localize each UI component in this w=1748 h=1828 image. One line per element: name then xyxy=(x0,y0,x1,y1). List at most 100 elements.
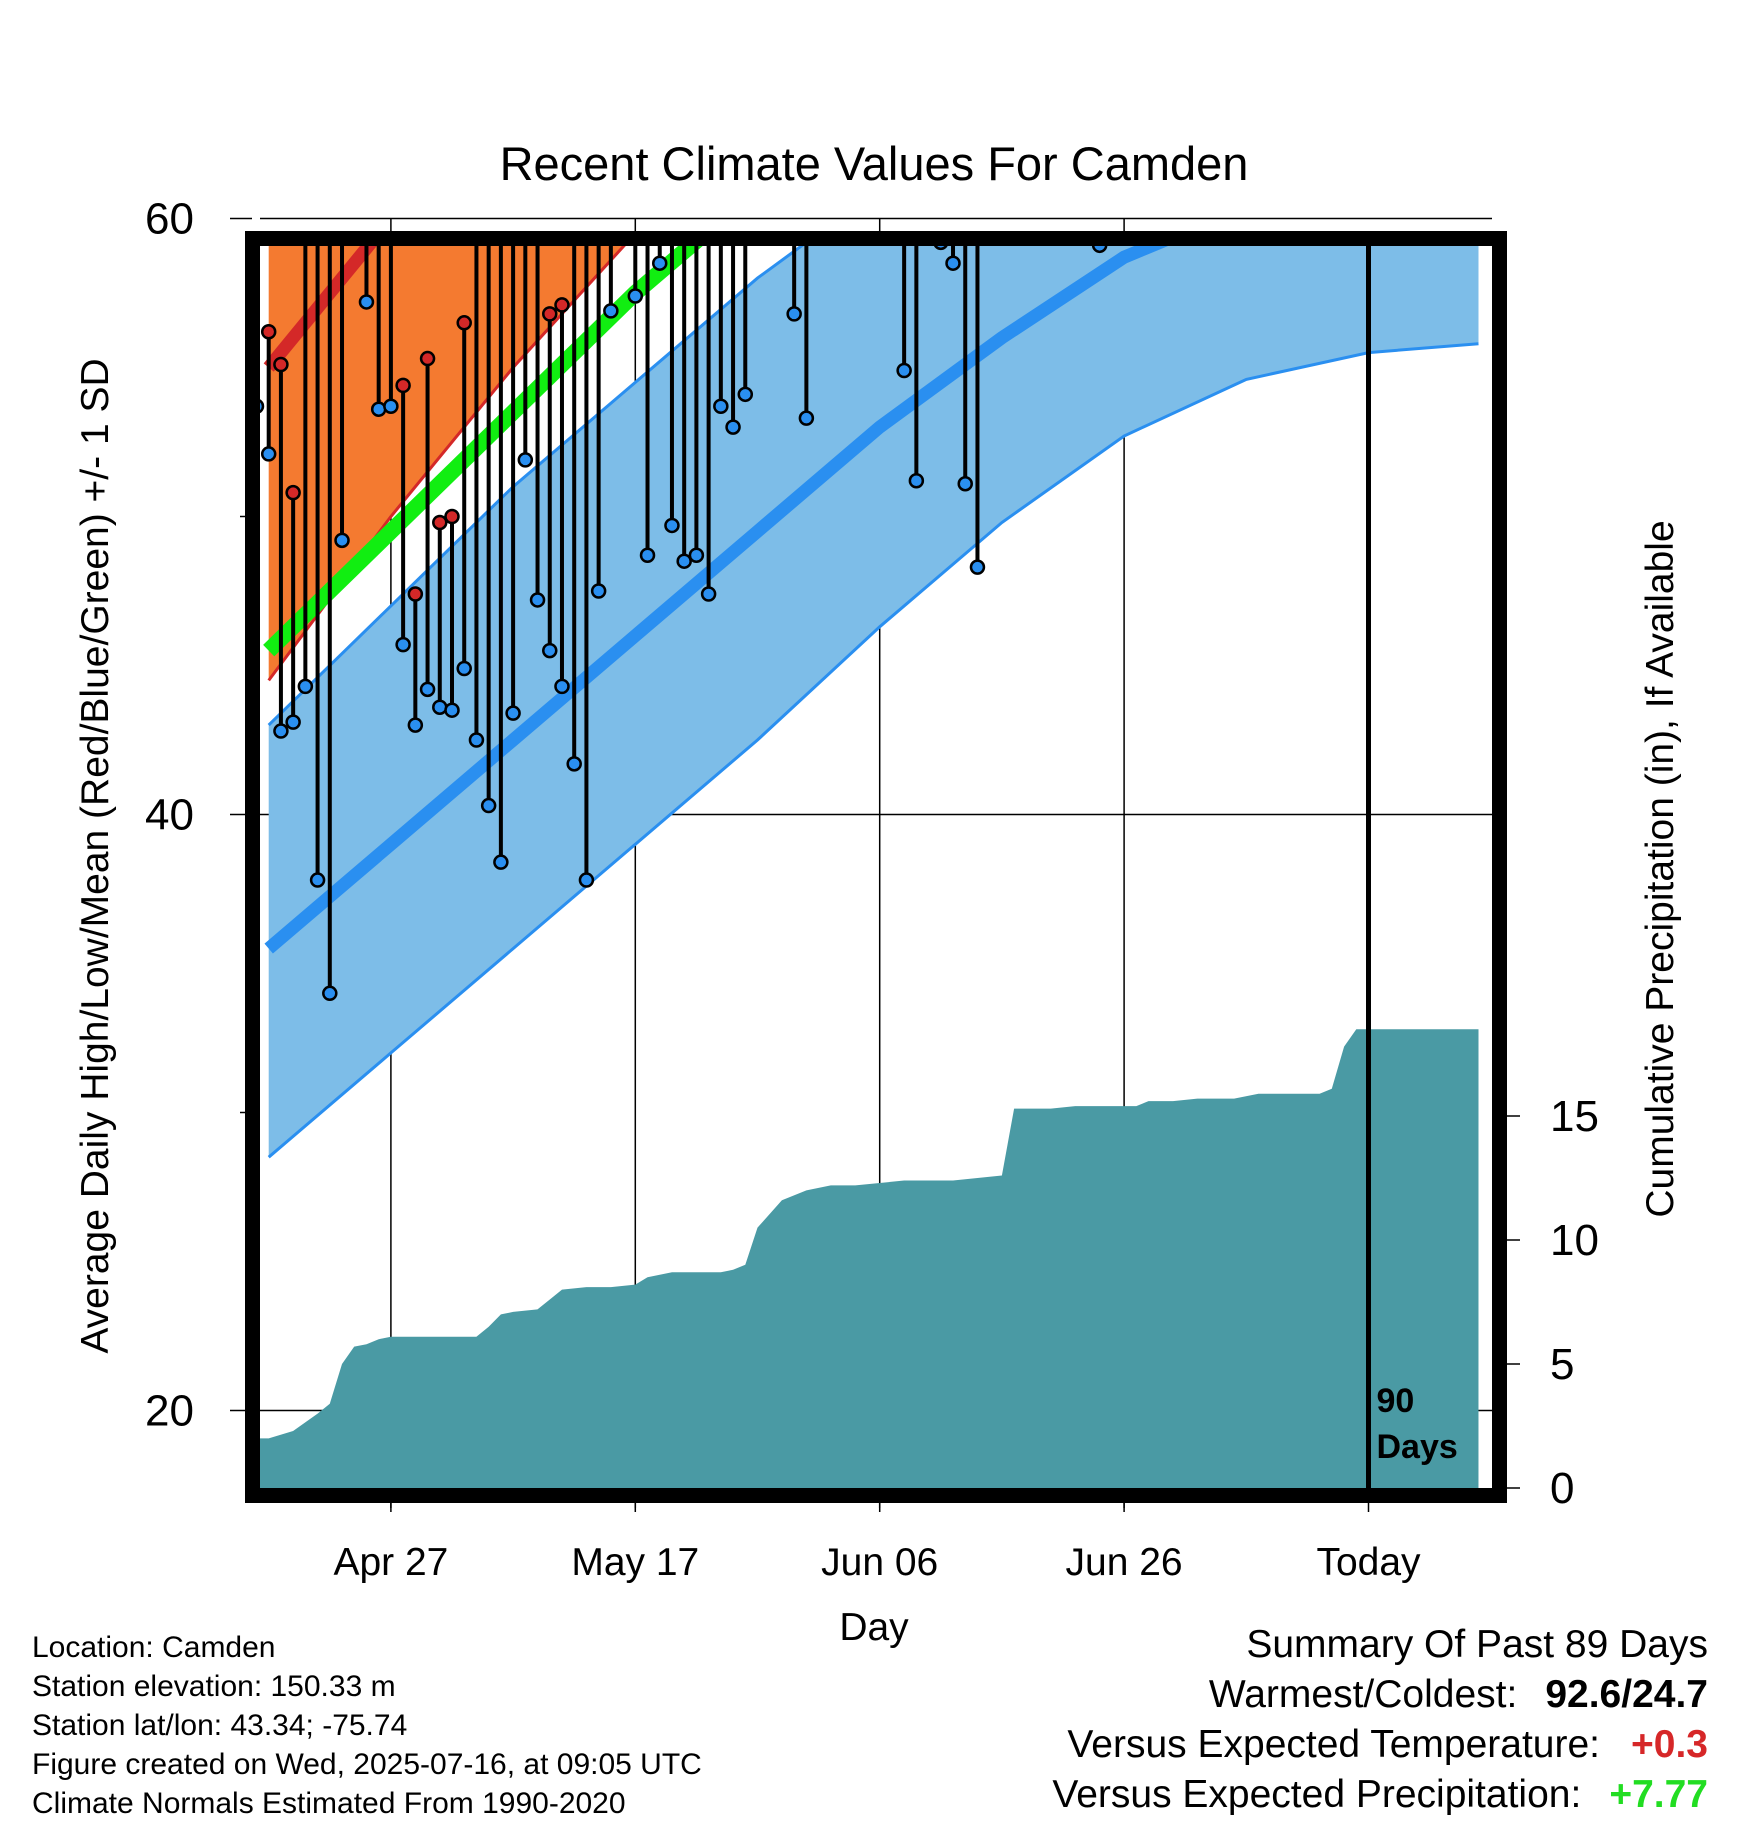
daily-high-point xyxy=(213,272,226,285)
daily-high-point xyxy=(519,33,532,46)
chart-title: Recent Climate Values For Camden xyxy=(500,137,1249,190)
daily-low-point xyxy=(896,362,912,379)
y-axis-label-left: Average Daily High/Low/Mean (Red/Blue/Gr… xyxy=(74,358,117,1353)
daily-low-point xyxy=(824,0,837,13)
daily-low-point xyxy=(444,702,460,718)
normals-source-text: Climate Normals Estimated From 1990-2020 xyxy=(32,1787,626,1820)
daily-low-point xyxy=(348,176,361,189)
daily-high-point xyxy=(128,114,141,127)
summary-temp: Versus Expected Temperature: +0.3 xyxy=(1052,1720,1708,1770)
daily-low-point xyxy=(812,78,825,91)
daily-high-point xyxy=(554,297,570,313)
temp-label: Versus Expected Temperature: xyxy=(1067,1723,1600,1766)
daily-low-point xyxy=(676,553,692,569)
daily-low-point xyxy=(651,255,668,271)
daily-low-point xyxy=(164,847,177,860)
daily-low-point xyxy=(737,386,754,403)
daily-high-point xyxy=(238,42,251,55)
daily-high-point xyxy=(273,356,289,373)
daily-low-point xyxy=(395,636,411,653)
daily-low-point xyxy=(627,288,644,304)
daily-low-point xyxy=(957,475,973,492)
plot-frame xyxy=(245,231,1507,1503)
today-days-label: Days xyxy=(1377,1428,1458,1466)
daily-low-point xyxy=(285,714,301,730)
daily-low-point xyxy=(30,1264,43,1277)
daily-high-point xyxy=(407,586,424,602)
daily-low-point xyxy=(1091,246,1108,254)
precip-value: +7.77 xyxy=(1609,1773,1708,1816)
daily-low-point xyxy=(688,547,705,563)
daily-high-point xyxy=(456,315,472,331)
daily-high-point xyxy=(285,484,301,501)
normal-mean-line xyxy=(263,246,703,657)
latlon-text: Station lat/lon: 43.34; -75.74 xyxy=(32,1709,408,1742)
y-right-tick-label: 5 xyxy=(1550,1340,1574,1389)
low-sd-band-lower-edge xyxy=(267,342,1479,1159)
daily-low-point xyxy=(639,547,656,563)
daily-high-point xyxy=(226,197,239,210)
daily-low-point xyxy=(603,303,619,319)
daily-low-point xyxy=(566,756,582,772)
daily-low-point xyxy=(837,54,850,67)
daily-high-point xyxy=(54,501,67,514)
daily-high-point xyxy=(67,287,80,300)
daily-high-point xyxy=(432,514,448,531)
daily-low-point xyxy=(933,246,948,251)
daily-low-point xyxy=(189,975,202,988)
daily-low-point xyxy=(713,398,729,414)
daily-low-point xyxy=(751,117,764,130)
daily-low-point xyxy=(213,516,226,529)
daily-low-point xyxy=(128,835,141,848)
daily-low-point xyxy=(480,797,497,814)
daily-low-point xyxy=(201,382,214,395)
station-info: Location: Camden Station elevation: 150.… xyxy=(32,1628,702,1823)
daily-low-point xyxy=(18,1192,31,1205)
summary-warm-cold: Warmest/Coldest: 92.6/24.7 xyxy=(1052,1670,1708,1720)
daily-low-point xyxy=(54,1082,67,1095)
x-tick-label: Jun 26 xyxy=(1066,1541,1183,1584)
summary-precip: Versus Expected Precipitation: +7.77 xyxy=(1052,1770,1708,1820)
daily-high-point xyxy=(311,170,324,183)
daily-low-point xyxy=(664,517,680,534)
daily-low-point xyxy=(763,105,776,118)
x-tick-label: May 17 xyxy=(571,1541,699,1584)
daily-low-point xyxy=(505,705,521,721)
precip-area xyxy=(260,1029,1479,1488)
daily-low-point xyxy=(1081,84,1094,97)
daily-low-point xyxy=(517,452,534,468)
daily-low-point xyxy=(152,1124,165,1137)
low-sd-band xyxy=(268,246,1479,1158)
daily-high-point xyxy=(873,3,886,16)
created-text: Figure created on Wed, 2025-07-16, at 09… xyxy=(32,1748,702,1781)
daily-low-point xyxy=(493,854,509,870)
daily-low-point xyxy=(1057,84,1070,97)
summary-title: Summary Of Past 89 Days xyxy=(1246,1623,1708,1666)
daily-high-point xyxy=(299,57,312,70)
high-sd-band-lower-edge xyxy=(267,246,626,682)
daily-low-point xyxy=(226,495,239,508)
daily-high-point xyxy=(79,272,92,285)
daily-low-point xyxy=(370,401,387,417)
daily-low-point xyxy=(407,717,424,733)
daily-low-point xyxy=(578,872,595,888)
daily-low-point xyxy=(260,446,277,462)
daily-low-point xyxy=(334,532,350,549)
daily-low-point xyxy=(529,592,546,608)
daily-low-point xyxy=(590,583,607,599)
daily-low-point xyxy=(849,24,862,37)
daily-high-point xyxy=(395,377,411,394)
x-axis-label: Day xyxy=(839,1606,909,1649)
y-left-tick-label: 20 xyxy=(145,1387,194,1436)
daily-low-point xyxy=(297,678,314,695)
plot-area: 90 Days xyxy=(18,0,1479,1488)
high-sd-band-upper-edge xyxy=(269,0,1479,55)
warm-cold-label: Warmest/Coldest: xyxy=(1208,1673,1518,1716)
y-left-tick-label: 60 xyxy=(145,195,194,244)
daily-high-point xyxy=(444,508,460,525)
daily-low-point xyxy=(617,188,630,201)
daily-high-point xyxy=(18,525,31,538)
daily-low-point xyxy=(922,30,935,43)
x-tick-label: Today xyxy=(1316,1541,1421,1584)
